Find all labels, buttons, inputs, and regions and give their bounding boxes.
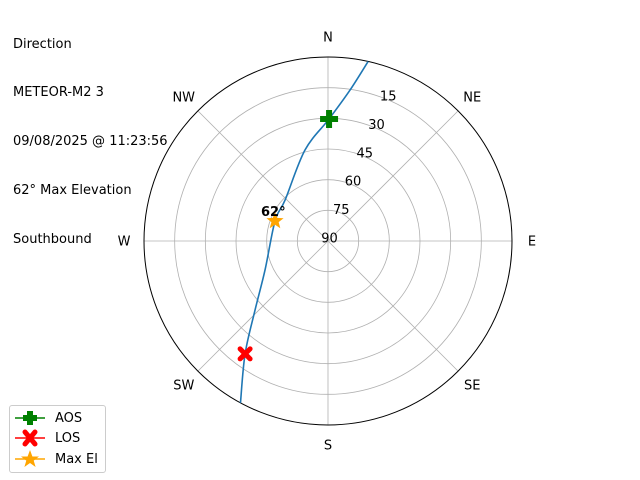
title-line: METEOR-M2 3: [13, 85, 104, 101]
legend-label: Max El: [55, 451, 98, 467]
legend-label: AOS: [55, 410, 83, 426]
direction-label: N: [323, 31, 333, 46]
elevation-tick-label: 30: [368, 118, 385, 133]
elevation-tick-label: 75: [333, 203, 350, 218]
direction-label: W: [118, 235, 131, 250]
max-el-marker: [266, 211, 284, 229]
x-marker-icon: [15, 429, 45, 447]
grid-spoke: [327, 110, 459, 242]
chart-title: Direction METEOR-M2 3 09/08/2025 @ 11:23…: [13, 4, 168, 265]
satellite-track-line: [239, 61, 369, 403]
direction-label: E: [528, 235, 536, 250]
grid-spoke: [197, 110, 329, 242]
star-marker-icon: [15, 450, 45, 467]
grid-spoke: [197, 240, 329, 372]
elevation-tick-label: 45: [356, 146, 373, 161]
direction-label: NW: [172, 90, 195, 105]
direction-label: SW: [173, 379, 194, 394]
outer-frame: [143, 56, 513, 426]
title-line: 09/08/2025 @ 11:23:56: [13, 134, 168, 150]
direction-label: S: [324, 439, 332, 454]
direction-label: NE: [463, 90, 481, 105]
title-line: 62° Max Elevation: [13, 183, 132, 199]
elevation-tick-label: 90: [321, 231, 338, 246]
title-line: Southbound: [13, 232, 92, 248]
grid-spoke: [327, 240, 459, 372]
aos-marker: [320, 109, 339, 128]
legend-label: LOS: [55, 430, 81, 446]
legend: AOS LOS Max El: [9, 405, 106, 473]
elevation-tick-label: 15: [380, 90, 397, 105]
elevation-tick-label: 60: [345, 175, 362, 190]
direction-label: SE: [464, 379, 480, 394]
max-elevation-annotation: 62°: [261, 205, 286, 220]
los-marker: [237, 346, 253, 362]
title-line: Direction: [13, 36, 72, 52]
plus-marker-icon: [15, 411, 45, 425]
